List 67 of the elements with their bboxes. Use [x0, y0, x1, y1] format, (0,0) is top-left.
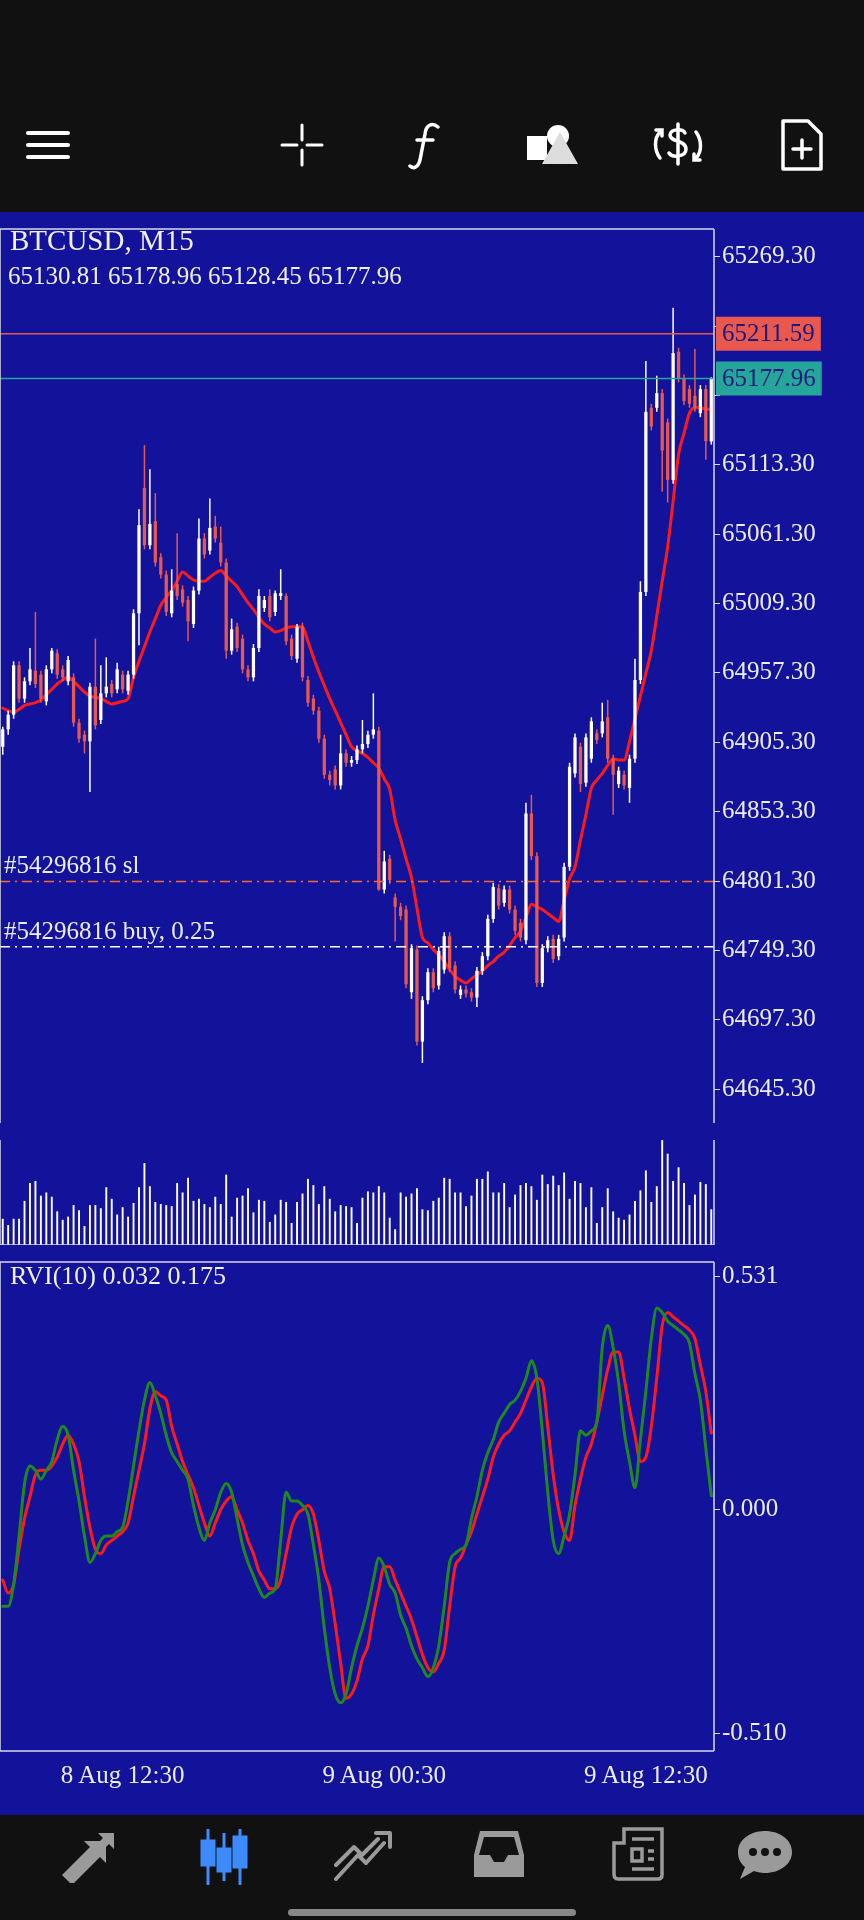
candlestick — [230, 617, 234, 656]
candlestick — [507, 884, 512, 915]
candlestick — [355, 744, 359, 765]
y-tick-label: 64749.30 — [722, 935, 816, 963]
candlestick — [126, 669, 130, 696]
candlestick — [208, 497, 212, 556]
candlestick — [622, 769, 626, 791]
candlestick — [393, 892, 397, 943]
ref-line-label: 65177.96 — [722, 364, 816, 392]
candlestick — [682, 373, 686, 406]
candlestick — [600, 701, 604, 739]
y-tick-label: 64905.30 — [722, 726, 816, 754]
candlestick — [213, 515, 217, 544]
y-tick-label: 64801.30 — [722, 865, 816, 893]
candlestick — [518, 918, 523, 943]
candlestick — [28, 647, 32, 687]
candlestick — [268, 588, 272, 623]
candlestick — [115, 661, 119, 695]
candlestick — [333, 764, 337, 791]
y-tick-label: 64853.30 — [722, 796, 816, 824]
candlestick — [388, 854, 392, 885]
candlestick — [687, 384, 692, 409]
y-tick-label: 65113.30 — [722, 449, 815, 477]
candlestick — [219, 525, 223, 568]
y-tick-label: 64697.30 — [722, 1004, 816, 1032]
candlestick — [202, 532, 207, 560]
candlestick — [502, 884, 506, 908]
x-tick-label: 9 Aug 00:30 — [322, 1760, 447, 1788]
y-tick-label: 65269.30 — [722, 241, 816, 269]
chart-title: BTCUSD, M15 — [10, 224, 194, 257]
y-tick-label: 65061.30 — [722, 518, 816, 546]
candlestick — [497, 883, 501, 911]
ref-line-label: 65211.59 — [722, 319, 815, 347]
y-tick-label: -0.510 — [722, 1718, 787, 1746]
candlestick — [513, 904, 517, 936]
candlestick — [480, 951, 484, 976]
candlestick — [611, 753, 615, 816]
y-tick-label: 0.000 — [722, 1494, 779, 1522]
y-tick-label: 64957.30 — [722, 657, 816, 685]
candlestick — [159, 552, 163, 580]
candlestick — [235, 621, 239, 653]
ref-line-label: #54296816 buy, 0.25 — [4, 916, 215, 944]
y-tick-label: 64645.30 — [722, 1073, 816, 1101]
candlestick — [279, 568, 283, 601]
candlestick — [693, 348, 697, 413]
text: 65130.81 65178.96 65128.45 65177.96 — [8, 262, 402, 290]
candlestick — [306, 675, 310, 708]
chart-title: RVI(10) 0.032 0.175 — [10, 1261, 227, 1291]
x-tick-label: 9 Aug 12:30 — [584, 1760, 708, 1788]
candlestick — [55, 648, 59, 680]
candlestick — [180, 584, 185, 608]
candlestick — [186, 595, 190, 643]
candlestick — [77, 717, 81, 744]
y-tick-label: 0.531 — [722, 1261, 779, 1289]
candlestick — [148, 468, 152, 550]
candlestick — [22, 676, 27, 704]
candlestick — [175, 532, 179, 601]
ref-line-label: #54296816 sl — [4, 851, 140, 879]
candlestick — [655, 375, 659, 413]
y-tick-label: 65009.30 — [722, 588, 816, 616]
candlestick — [311, 693, 316, 716]
x-tick-label: 8 Aug 12:30 — [60, 1760, 185, 1788]
candlestick — [273, 589, 277, 617]
candlestick — [431, 967, 435, 993]
candlestick — [66, 655, 70, 687]
candlestick — [371, 692, 375, 740]
candlestick — [1, 725, 5, 756]
